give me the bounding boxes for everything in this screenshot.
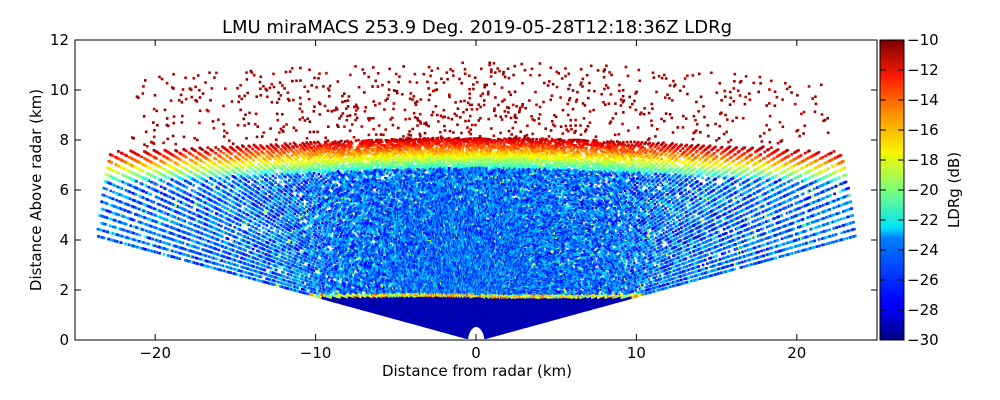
x-axis-label: Distance from radar (km)	[382, 362, 572, 380]
colorbar-label: LDRg (dB)	[945, 152, 963, 228]
colorbar-tick-label: −24	[907, 241, 939, 259]
colorbar-tick-label: −16	[907, 121, 939, 139]
colorbar-tick-label: −26	[907, 271, 939, 289]
x-tick-label: −10	[300, 344, 332, 362]
y-tick-label: 10	[50, 81, 69, 99]
colorbar-tick-label: −22	[907, 211, 939, 229]
colorbar-ticks: −10 −12 −14 −16 −18 −20 −22 −24 −26 −28 −30	[880, 31, 939, 349]
x-tick-label: 10	[627, 344, 646, 362]
y-axis-label: Distance Above radar (km)	[27, 89, 45, 291]
colorbar-tick-label: −10	[907, 31, 939, 49]
colorbar: −10 −12 −14 −16 −18 −20 −22 −24 −26 −28 −30 LDRg (…	[879, 31, 963, 349]
x-tick-label: −20	[139, 344, 171, 362]
x-tick-label: 20	[787, 344, 806, 362]
y-tick-label: 0	[59, 331, 69, 349]
y-tick-label: 4	[59, 231, 69, 249]
x-tick-label: 0	[471, 344, 481, 362]
colorbar-tick-label: −14	[907, 91, 939, 109]
plot-area	[75, 40, 877, 340]
colorbar-tick-label: −28	[907, 301, 939, 319]
y-tick-label: 12	[50, 31, 69, 49]
ldr-data-layer	[96, 61, 857, 339]
colorbar-tick-label: −30	[907, 331, 939, 349]
y-tick-label: 8	[59, 131, 69, 149]
colorbar-tick-label: −20	[907, 181, 939, 199]
x-axis: −20 −10 0 10 20	[139, 40, 806, 362]
y-axis: 0 2 4 6 8 10 12	[50, 31, 877, 349]
y-tick-label: 6	[59, 181, 69, 199]
colorbar-tick-label: −12	[907, 61, 939, 79]
colorbar-tick-label: −18	[907, 151, 939, 169]
chart-title: LMU miraMACS 253.9 Deg. 2019-05-28T12:18…	[222, 17, 732, 38]
y-tick-label: 2	[59, 281, 69, 299]
